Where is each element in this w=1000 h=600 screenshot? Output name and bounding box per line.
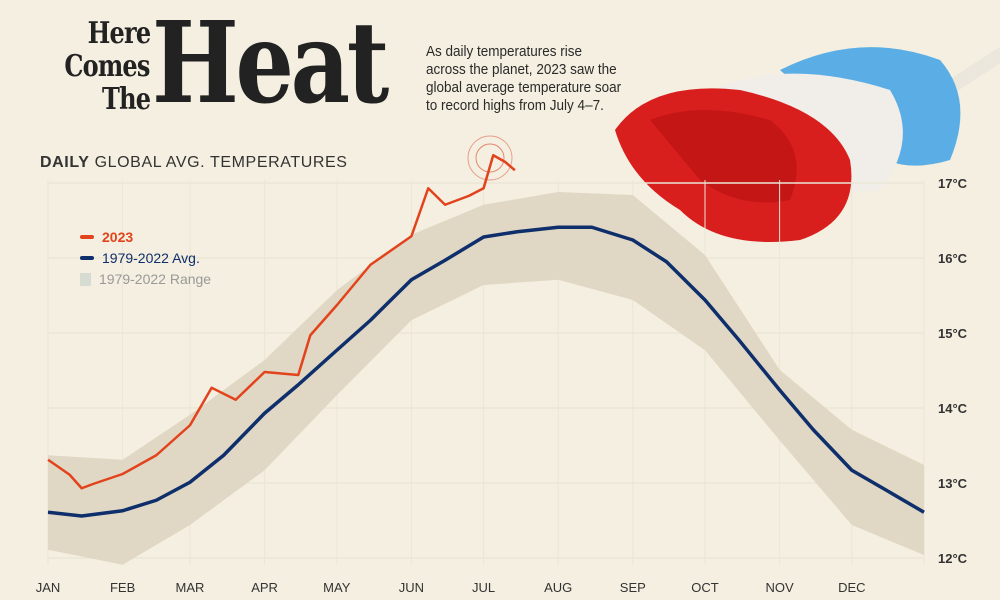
legend-label: 1979-2022 Range — [99, 271, 212, 287]
y-tick-label: 13°C — [938, 476, 968, 491]
x-tick-label: SEP — [620, 580, 646, 595]
x-tick-label: OCT — [691, 580, 719, 595]
y-tick-label: 14°C — [938, 401, 968, 416]
subtitle-rest: GLOBAL AVG. TEMPERATURES — [94, 154, 348, 171]
y-tick-label: 12°C — [938, 551, 968, 566]
x-tick-label: JUL — [472, 580, 495, 595]
x-tick-label: DEC — [838, 580, 865, 595]
legend-item-avg: 1979-2022 Avg. — [80, 250, 200, 266]
title-line-1: Here — [87, 16, 150, 51]
title-line-3: The — [101, 82, 151, 117]
chart-subtitle: DAILY GLOBAL AVG. TEMPERATURES — [40, 154, 348, 172]
y-tick-label: 15°C — [938, 326, 968, 341]
x-tick-label: NOV — [766, 580, 795, 595]
series-line-1979-2022-avg- — [47, 225, 925, 518]
description: As daily temperatures rise across the pl… — [426, 43, 622, 114]
legend-item-2023: 2023 — [80, 229, 133, 245]
range-area — [48, 192, 924, 565]
x-tick-label: FEB — [110, 580, 135, 595]
legend-label: 2023 — [102, 229, 134, 245]
popsicle-illustration — [467, 47, 1000, 242]
series-line-2023 — [47, 154, 516, 490]
subtitle-bold: DAILY — [40, 154, 90, 171]
legend-swatch — [80, 256, 94, 260]
legend-swatch — [80, 272, 91, 286]
x-tick-label: JAN — [36, 580, 61, 595]
x-tick-label: MAR — [176, 580, 205, 595]
legend-label: 1979-2022 Avg. — [102, 250, 200, 266]
y-tick-label: 16°C — [938, 251, 968, 266]
title-heat: Heat — [152, 0, 389, 129]
legend-swatch — [80, 235, 94, 239]
legend-item-range: 1979-2022 Range — [80, 271, 211, 287]
x-tick-label: JUN — [399, 580, 424, 595]
x-tick-label: APR — [251, 580, 278, 595]
x-tick-label: AUG — [544, 580, 572, 595]
y-tick-label: 17°C — [938, 176, 968, 191]
x-tick-label: MAY — [323, 580, 351, 595]
title-line-2: Comes — [64, 49, 151, 84]
